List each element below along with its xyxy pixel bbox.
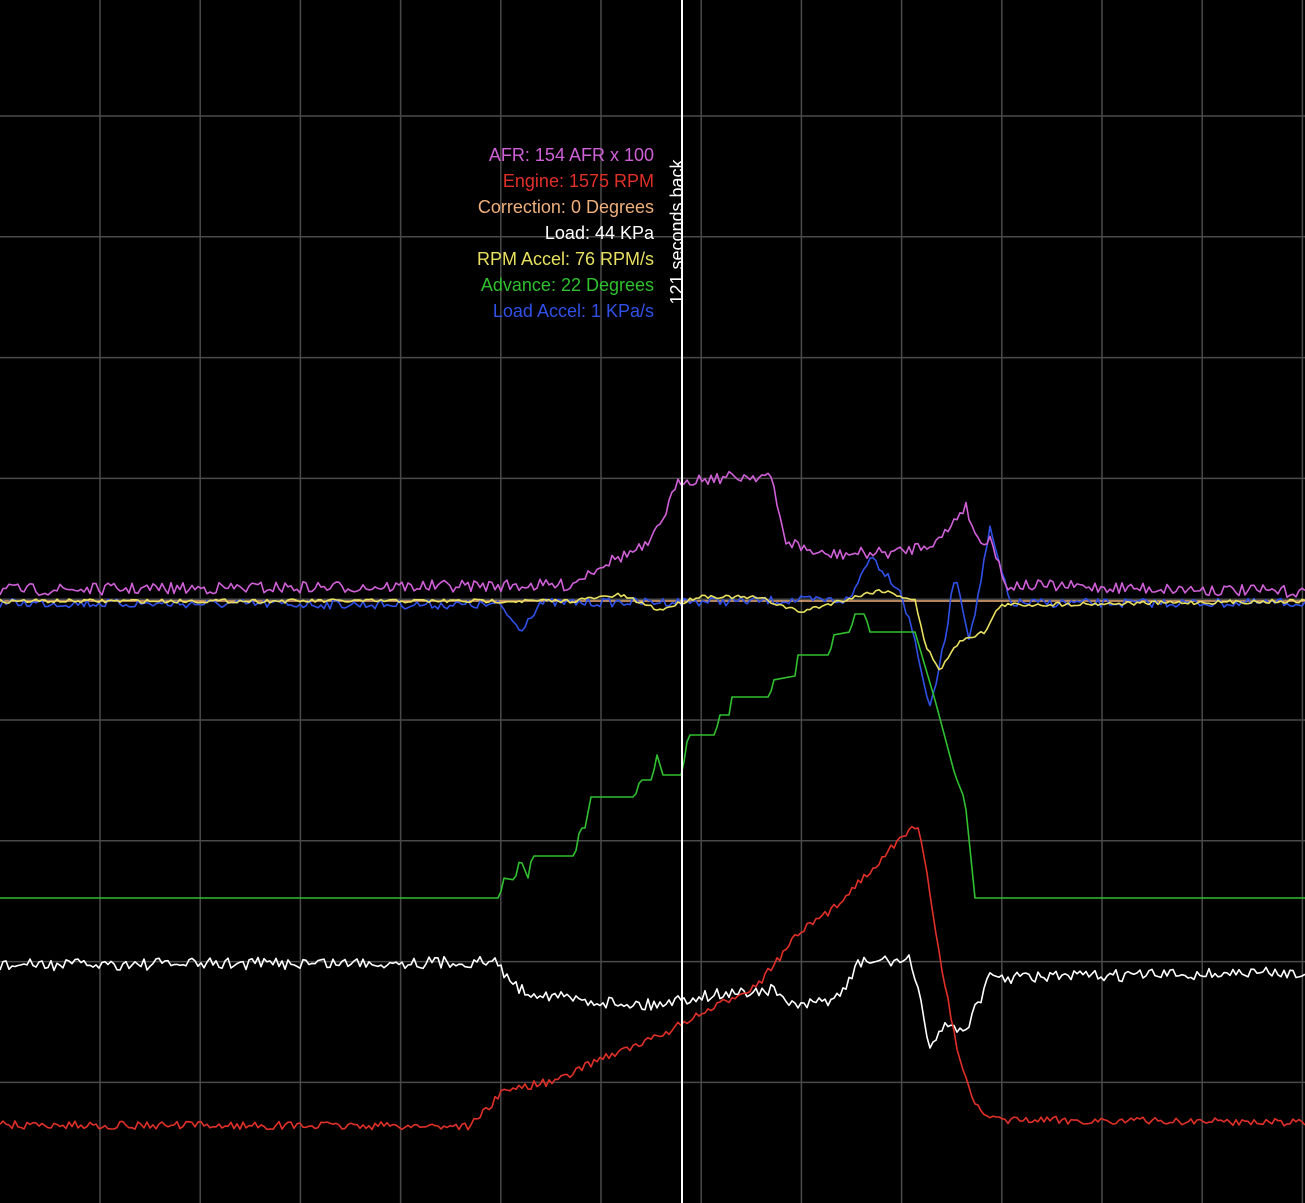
trace bbox=[0, 613, 1305, 899]
readout: RPM Accel: 76 RPM/s bbox=[477, 249, 654, 269]
readout: Engine: 1575 RPM bbox=[503, 171, 654, 191]
traces bbox=[0, 470, 1305, 1131]
readout: Load: 44 KPa bbox=[545, 223, 655, 243]
readout: Advance: 22 Degrees bbox=[481, 275, 654, 295]
readout: AFR: 154 AFR x 100 bbox=[489, 145, 654, 165]
trace bbox=[0, 525, 1305, 707]
readout: Load Accel: 1 KPa/s bbox=[493, 301, 654, 321]
trace bbox=[0, 588, 1305, 671]
readout: Correction: 0 Degrees bbox=[478, 197, 654, 217]
trace bbox=[0, 825, 1305, 1131]
trace bbox=[0, 470, 1305, 599]
readouts: AFR: 154 AFR x 100 Engine: 1575 RPM Correc… bbox=[477, 145, 655, 321]
cursor-label: 121 seconds back bbox=[667, 158, 687, 304]
trace bbox=[0, 954, 1305, 1049]
